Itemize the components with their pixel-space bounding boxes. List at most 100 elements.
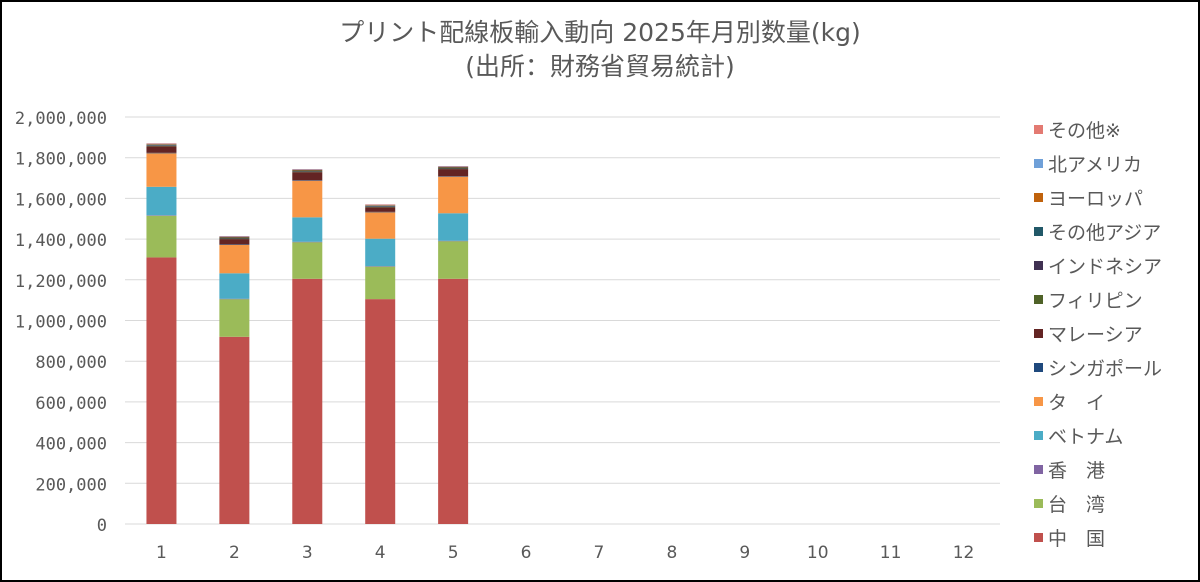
bar-segment (219, 236, 250, 237)
bar-segment (219, 336, 250, 524)
bar-segment (292, 217, 323, 242)
legend-item: ベトナム (1034, 420, 1123, 450)
legend-swatch (1034, 192, 1043, 202)
legend-label: ベトナム (1048, 425, 1124, 448)
legend-item: その他アジア (1034, 216, 1161, 246)
legend-swatch (1034, 124, 1043, 134)
bar-segment (438, 166, 469, 167)
bar-segment (146, 215, 177, 216)
x-tick-label: 3 (302, 543, 313, 563)
chart-title-block: プリント配線板輸入動向 2025年月別数量(kg) (出所：財務省貿易統計) (0, 16, 1200, 84)
bar-segment (365, 204, 396, 205)
chart-subtitle: (出所：財務省貿易統計) (465, 52, 735, 81)
legend-label: 台 湾 (1048, 493, 1106, 516)
legend-label: ヨーロッパ (1048, 187, 1144, 210)
legend-label: インドネシア (1048, 255, 1163, 278)
legend-label: マレーシア (1048, 323, 1143, 346)
x-tick-label: 9 (739, 543, 750, 563)
legend-swatch (1034, 362, 1043, 372)
bar-segment (146, 143, 177, 145)
bar-segment (365, 266, 396, 300)
bar-segment (292, 169, 323, 171)
bar-segment (365, 211, 396, 213)
bar-segment (365, 205, 396, 206)
legend-item: マレーシア (1034, 318, 1143, 348)
legend-swatch (1034, 430, 1043, 440)
bar-segment (219, 244, 250, 245)
bar-segment (146, 152, 177, 154)
x-tick-label: 11 (880, 543, 902, 563)
legend-label: その他アジア (1048, 221, 1162, 244)
chart-title: プリント配線板輸入動向 2025年月別数量(kg) (339, 18, 861, 47)
bar-segment (438, 176, 469, 214)
y-tick-label: 800,000 (35, 353, 107, 373)
x-tick-label: 4 (375, 543, 386, 563)
legend-label: 北アメリカ (1048, 153, 1143, 176)
y-tick-label: 1,000,000 (15, 313, 107, 333)
bar-segment (219, 236, 250, 237)
y-tick-label: 2,000,000 (15, 109, 107, 129)
x-tick-label: 6 (521, 543, 532, 563)
legend-swatch (1034, 328, 1043, 338)
bar-segment (365, 212, 396, 239)
bar-segment (219, 298, 250, 300)
bar-segment (146, 146, 177, 153)
legend-item: シンガポール (1034, 352, 1162, 382)
legend-label: シンガポール (1048, 357, 1163, 380)
legend-swatch (1034, 464, 1043, 474)
bar-segment (438, 213, 469, 241)
bar-segment (438, 169, 469, 177)
y-tick-label: 200,000 (35, 475, 107, 495)
legend-label: 中 国 (1048, 527, 1106, 550)
legend-item: 北アメリカ (1034, 148, 1142, 178)
bar-segment (146, 257, 177, 524)
x-tick-label: 8 (666, 543, 677, 563)
legend-swatch (1034, 260, 1043, 270)
bar-segment (146, 144, 177, 145)
bar-segment (438, 168, 469, 170)
bar-segment (292, 278, 323, 524)
x-tick-label: 10 (807, 543, 829, 563)
legend-swatch (1034, 498, 1043, 508)
x-tick-label: 7 (594, 543, 605, 563)
bar-segment (292, 242, 323, 279)
bar-segment (365, 238, 396, 267)
legend-label: 香 港 (1048, 459, 1106, 482)
bar-segment (438, 240, 469, 242)
bar-segment (219, 299, 250, 337)
bar-segment (292, 170, 323, 172)
bar-segment (292, 172, 323, 181)
legend-swatch (1034, 226, 1043, 236)
x-tick-label: 2 (229, 543, 240, 563)
bar-segment (219, 239, 250, 245)
y-tick-label: 0 (97, 516, 107, 536)
legend-item: ヨーロッパ (1034, 182, 1143, 212)
bar-segment (438, 241, 469, 279)
bar-segment (365, 206, 396, 207)
bar-segment (146, 186, 177, 216)
bar-segment (146, 144, 177, 146)
bar-segment (365, 299, 396, 524)
x-tick-label: 5 (448, 543, 459, 563)
bar-segment (146, 215, 177, 258)
bar-segment (219, 273, 250, 299)
bar-segment (365, 206, 396, 208)
legend-swatch (1034, 396, 1043, 406)
legend-swatch (1034, 294, 1043, 304)
bar-segment (219, 238, 250, 240)
bar-segment (438, 168, 469, 169)
y-tick-label: 1,200,000 (15, 272, 107, 292)
bar-segment (438, 176, 469, 177)
bar-segment (219, 237, 250, 239)
legend-swatch (1034, 532, 1043, 542)
bar-segment (146, 153, 177, 187)
bar-segment (438, 278, 469, 524)
legend-item: フィリピン (1034, 284, 1143, 314)
y-tick-label: 1,400,000 (15, 231, 107, 251)
bar-segment (292, 169, 323, 171)
bar-segment (292, 169, 323, 170)
y-tick-label: 400,000 (35, 435, 107, 455)
bar-segment (365, 207, 396, 212)
